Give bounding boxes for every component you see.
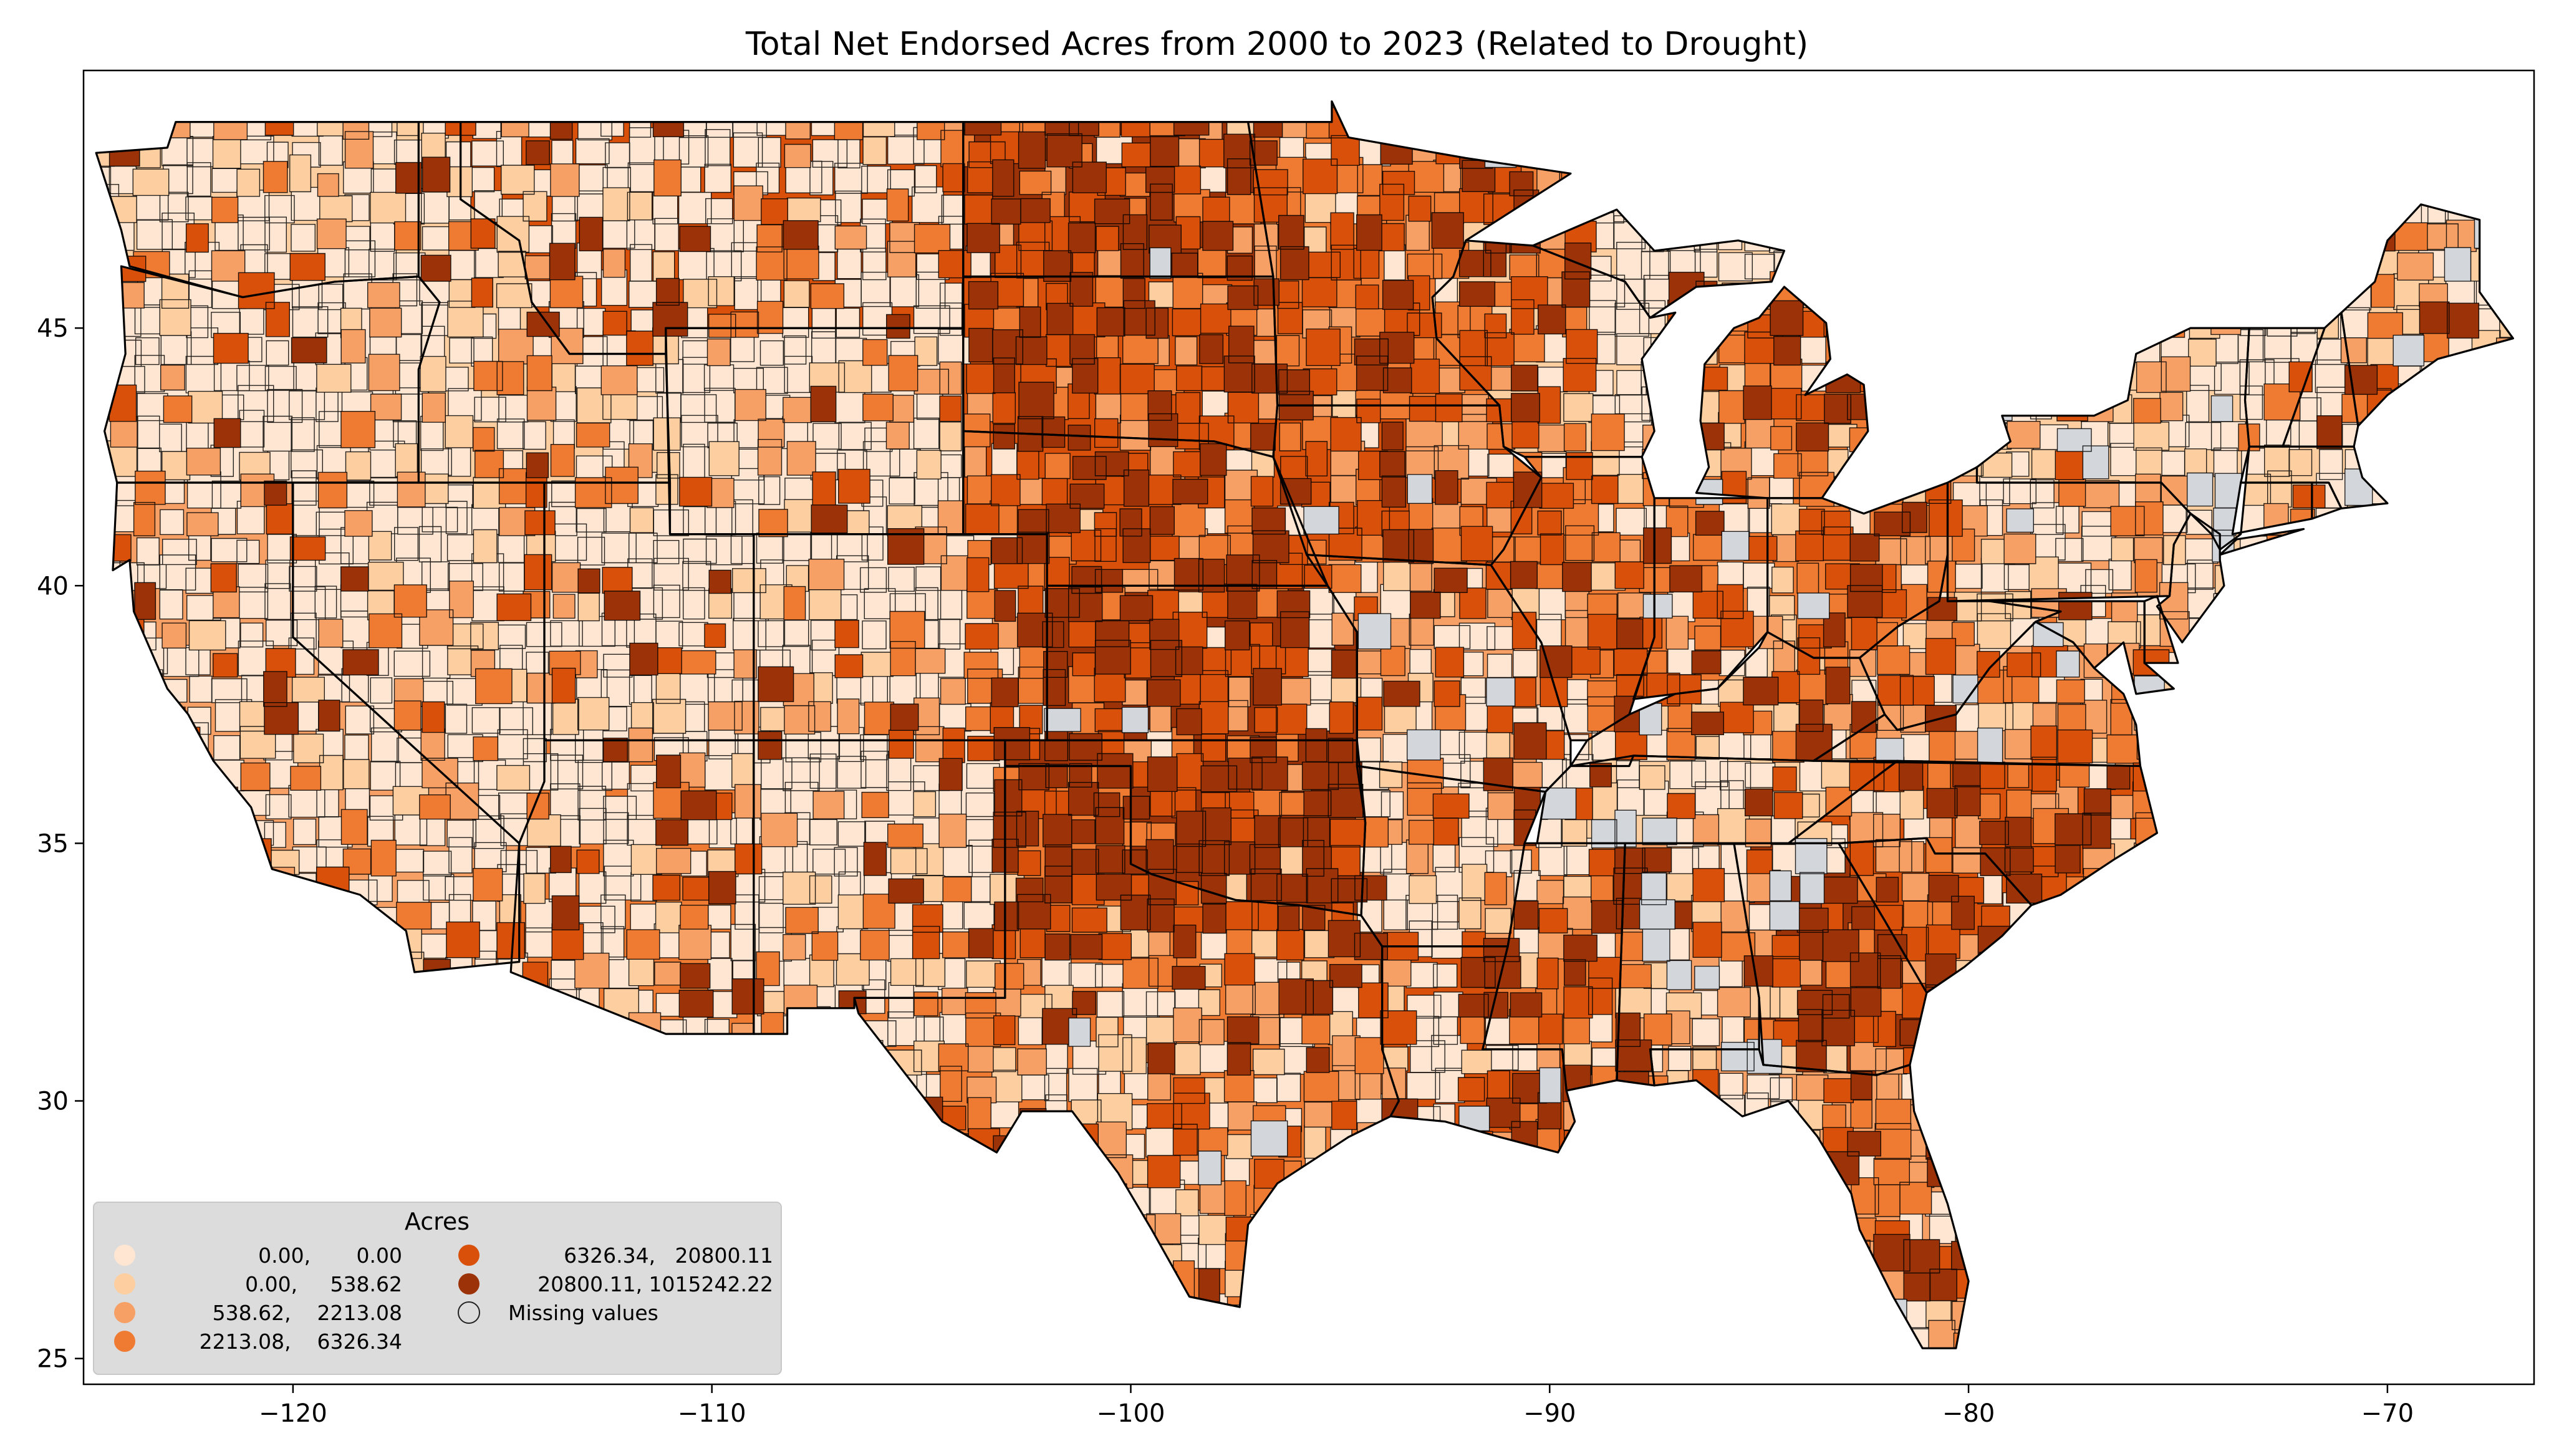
legend-label: 20800.11, 1015242.22 xyxy=(537,1272,773,1296)
legend-marker xyxy=(114,1302,135,1323)
state-border xyxy=(1531,208,1786,319)
x-tick-label: −70 xyxy=(2361,1399,2414,1428)
legend-marker xyxy=(114,1273,135,1294)
x-tick-label: −120 xyxy=(259,1399,327,1428)
chart-title: Total Net Endorsed Acres from 2000 to 20… xyxy=(745,26,1808,63)
state-border xyxy=(2143,595,2179,664)
y-tick-label: 45 xyxy=(37,314,69,343)
x-tick-label: −100 xyxy=(1097,1399,1165,1428)
state-border xyxy=(1649,1048,1970,1349)
county-layer xyxy=(96,101,2513,1349)
legend: Acres 0.00, 0.00 0.00, 538.62 538.62, 2213… xyxy=(93,1202,782,1375)
x-tick-label: −110 xyxy=(678,1399,746,1428)
y-tick-label: 30 xyxy=(37,1087,69,1116)
legend-marker xyxy=(114,1331,135,1352)
x-tick-label: −80 xyxy=(1942,1399,1995,1428)
legend-marker xyxy=(458,1301,480,1324)
x-axis: −120 −110 −100 −90 −80 −70 xyxy=(259,1384,2414,1428)
legend-marker xyxy=(114,1245,135,1266)
plot-frame xyxy=(82,69,2535,1386)
legend-label: 2213.08, 6326.34 xyxy=(200,1329,402,1354)
legend-box xyxy=(93,1202,782,1375)
y-tick-label: 40 xyxy=(37,572,69,600)
legend-label: 0.00, 538.62 xyxy=(245,1272,402,1296)
legend-label: 538.62, 2213.08 xyxy=(213,1301,402,1325)
state-border xyxy=(1482,842,1626,1092)
y-tick-label: 25 xyxy=(37,1345,69,1374)
state-border xyxy=(2340,203,2514,427)
legend-title: Acres xyxy=(405,1208,470,1235)
y-tick-label: 35 xyxy=(37,829,69,858)
legend-label: 0.00, 0.00 xyxy=(258,1243,402,1268)
y-axis: 45 40 35 30 25 xyxy=(37,314,84,1374)
state-border xyxy=(2243,327,2326,448)
x-tick-label: −90 xyxy=(1523,1399,1576,1428)
legend-marker xyxy=(458,1273,479,1294)
legend-label: Missing values xyxy=(508,1301,658,1325)
state-border xyxy=(2156,513,2225,644)
legend-marker xyxy=(458,1245,479,1266)
state-border xyxy=(853,764,1400,1308)
state-border xyxy=(1490,456,1655,741)
state-border xyxy=(2219,528,2305,556)
legend-label: 6326.34, 20800.11 xyxy=(564,1243,773,1268)
state-border xyxy=(1695,286,1869,499)
